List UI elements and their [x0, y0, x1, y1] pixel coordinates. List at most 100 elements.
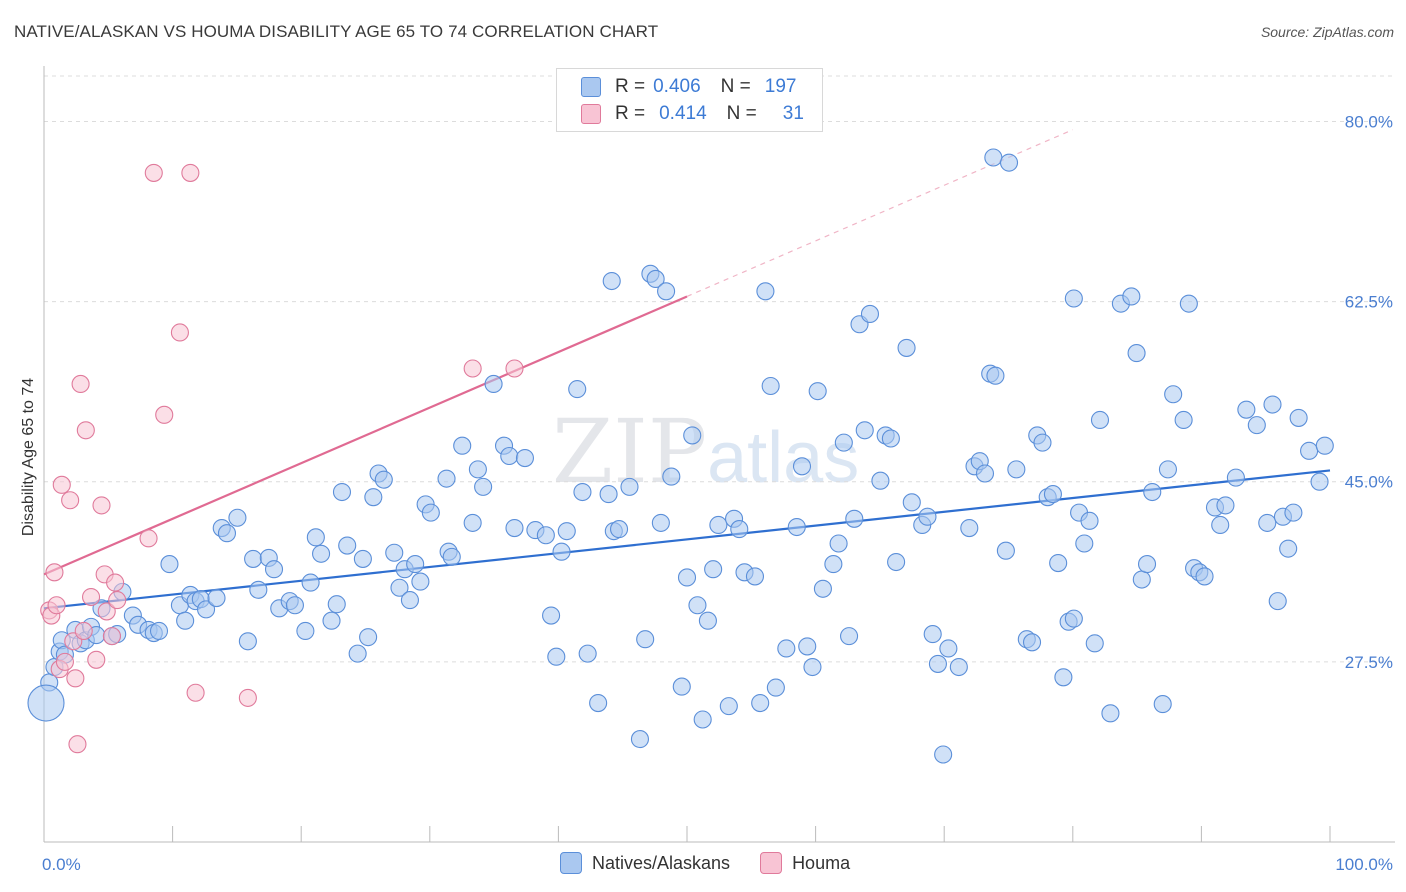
point-natives: [573, 482, 592, 502]
point-natives: [400, 591, 419, 610]
point-houma: [139, 529, 158, 548]
point-houma: [55, 652, 74, 671]
point-natives: [463, 513, 482, 532]
trend-lines: [43, 129, 1331, 610]
point-natives: [505, 519, 524, 538]
point-natives: [557, 522, 576, 541]
point-natives: [975, 464, 995, 483]
point-natives: [923, 625, 942, 644]
point-natives: [1064, 609, 1083, 628]
point-houma: [97, 602, 116, 621]
point-natives: [1211, 515, 1230, 535]
y-axis-title: Disability Age 65 to 74: [20, 378, 37, 536]
point-natives: [359, 628, 378, 647]
point-natives: [312, 544, 331, 563]
point-houma: [181, 163, 200, 182]
point-natives: [756, 282, 775, 301]
point-natives: [568, 380, 587, 399]
legend-item-natives[interactable]: Natives/Alaskans: [560, 852, 730, 874]
point-natives: [949, 657, 968, 677]
point-natives: [1158, 460, 1177, 479]
point-natives: [1300, 441, 1319, 460]
point-natives: [996, 541, 1015, 560]
x-tick-label: 0.0%: [42, 855, 81, 874]
point-natives: [500, 446, 519, 466]
point-houma: [66, 669, 85, 688]
point-natives: [829, 534, 848, 553]
point-natives: [792, 457, 812, 476]
legend-r-value: 0.406: [653, 76, 701, 97]
legend-n-value: 197: [764, 76, 797, 97]
point-natives: [515, 449, 534, 468]
point-natives: [1284, 503, 1303, 522]
point-houma: [463, 359, 482, 378]
point-houma: [155, 405, 174, 424]
point-natives: [1137, 555, 1157, 574]
legend-item-houma[interactable]: Houma: [760, 852, 850, 874]
point-natives: [160, 555, 179, 574]
point-natives: [803, 657, 822, 677]
point-natives: [453, 436, 472, 455]
point-natives: [338, 536, 357, 555]
point-natives: [348, 644, 367, 663]
point-natives: [244, 549, 263, 568]
point-natives: [176, 611, 195, 630]
point-houma: [92, 496, 111, 515]
point-natives: [751, 693, 770, 713]
legend-swatch-houma: [581, 104, 601, 124]
point-natives: [730, 520, 749, 539]
point-natives: [332, 482, 352, 502]
point-natives: [1216, 496, 1235, 515]
point-natives: [698, 611, 717, 630]
point-natives: [1179, 294, 1198, 313]
point-natives: [1289, 408, 1308, 427]
point-houma: [45, 563, 64, 582]
point-natives: [934, 745, 953, 764]
point-natives: [390, 578, 409, 597]
legend-n-value: 31: [782, 103, 804, 124]
data-points: [27, 148, 1334, 764]
point-natives: [845, 509, 864, 528]
legend-swatch-natives: [560, 852, 582, 874]
point-natives: [1310, 472, 1329, 491]
point-natives: [536, 526, 555, 545]
point-natives: [542, 606, 561, 625]
point-natives: [1043, 485, 1062, 504]
point-natives: [364, 488, 383, 507]
point-natives: [602, 271, 621, 291]
point-natives: [677, 568, 697, 587]
point-natives: [620, 477, 639, 496]
point-natives-large: [27, 684, 65, 722]
point-natives: [813, 579, 832, 598]
point-natives: [881, 429, 900, 448]
point-natives: [1127, 344, 1146, 363]
point-natives: [918, 507, 937, 526]
point-natives: [657, 282, 676, 301]
point-natives: [421, 503, 440, 522]
legend-row-houma: R = 0.414 N = 31: [581, 102, 804, 126]
point-houma: [68, 735, 87, 754]
point-natives: [1195, 567, 1214, 586]
point-houma: [170, 323, 189, 342]
point-natives: [1022, 633, 1042, 652]
legend-n-label: N =: [720, 76, 751, 97]
point-natives: [709, 515, 728, 535]
legend-r-label: R =: [615, 76, 646, 97]
point-natives: [1054, 668, 1073, 687]
point-natives: [306, 528, 325, 547]
point-houma: [505, 359, 524, 378]
point-natives: [442, 547, 461, 566]
point-natives: [468, 460, 487, 479]
y-tick-label: 27.5%: [1345, 653, 1393, 672]
point-natives: [1075, 534, 1094, 553]
watermark-atlas: atlas: [707, 418, 860, 498]
legend-label-natives: Natives/Alaskans: [592, 852, 731, 873]
point-natives: [960, 519, 979, 538]
source-label: Source: ZipAtlas.com: [1260, 24, 1394, 40]
point-natives: [149, 621, 169, 641]
point-natives: [228, 508, 247, 527]
point-natives: [589, 693, 608, 713]
point-houma: [238, 688, 257, 707]
point-natives: [599, 485, 618, 504]
